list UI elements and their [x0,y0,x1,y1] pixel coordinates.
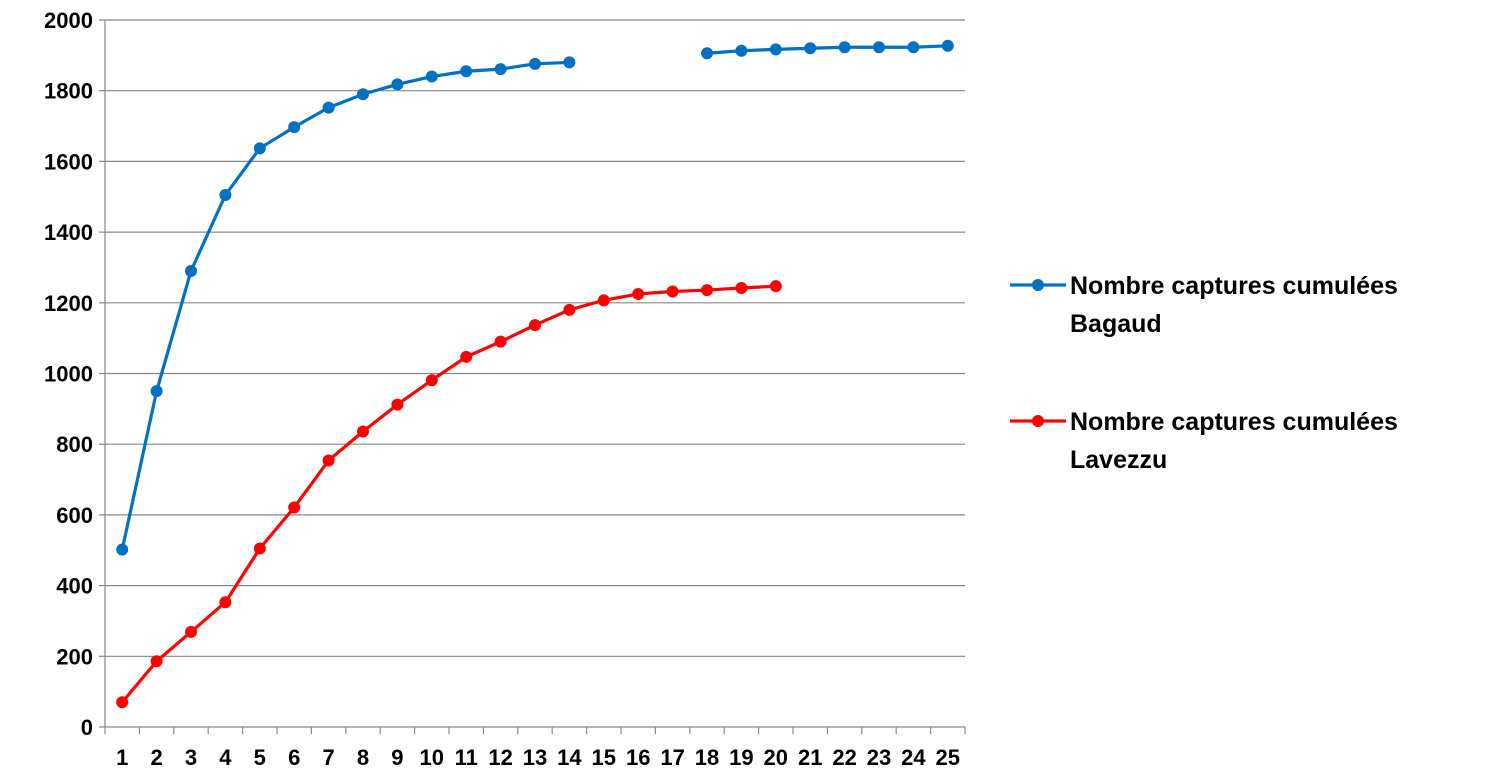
data-point [769,43,782,56]
legend-entry-2: Nombre captures cumulées Lavezzu [1010,408,1398,474]
x-tick-label: 13 [523,745,547,770]
gridlines [105,19,965,657]
x-axis-tick-labels: 1 2 3 4 5 6 7 8 9 10 11 12 13 14 15 16 17 18 19 20 21 22 23 24 2… [116,745,960,770]
x-tick-label: 9 [391,745,403,770]
y-tick-label: 800 [56,432,93,457]
x-tick-label: 2 [150,745,162,770]
legend-label: Nombre captures cumulées [1070,408,1398,436]
data-point [116,696,129,709]
x-tick-label: 10 [420,745,444,770]
data-point [425,374,438,387]
x-tick-label: 18 [695,745,719,770]
x-tick-label: 23 [867,745,891,770]
data-point [219,188,232,201]
data-point [769,280,782,293]
data-point [597,294,610,307]
y-tick-label: 1800 [44,79,93,104]
x-tick-label: 7 [322,745,334,770]
y-tick-label: 200 [56,644,93,669]
x-tick-label: 20 [764,745,788,770]
data-point [253,542,266,555]
data-point [838,41,851,54]
data-point [185,264,197,277]
y-tick-label: 400 [56,574,93,599]
series-line-segment [120,60,570,550]
legend-label: Lavezzu [1070,446,1167,474]
data-point [425,70,438,83]
x-tick-label: 21 [798,745,822,770]
y-tick-label: 600 [56,503,93,528]
data-point [185,625,197,638]
axes [99,19,966,734]
data-point [253,142,266,155]
y-tick-label: 0 [81,715,93,740]
x-tick-label: 5 [254,745,266,770]
x-tick-label: 3 [185,745,197,770]
x-tick-label: 16 [626,745,650,770]
data-point [701,47,713,60]
x-tick-label: 1 [116,745,128,770]
x-tick-label: 8 [357,745,369,770]
data-point [288,121,301,134]
x-tick-label: 25 [936,745,960,770]
data-point [150,385,163,398]
legend-label: Nombre captures cumulées [1070,272,1398,300]
data-point [563,303,576,316]
data-point [391,78,404,91]
y-tick-label: 2000 [44,8,93,33]
y-tick-label: 1000 [44,362,93,387]
data-point [391,398,404,411]
x-tick-label: 4 [219,745,232,770]
y-axis-tick-labels: 0 200 400 600 800 1000 1200 1400 1600 1800 2000 [44,8,93,740]
data-point [357,425,369,438]
data-point [941,39,954,52]
y-tick-label: 1600 [44,149,93,174]
y-tick-label: 1200 [44,291,93,316]
series-2 [116,280,782,709]
data-point [322,101,335,114]
series-1 [116,39,954,556]
x-tick-label: 19 [729,745,753,770]
x-tick-label: 11 [455,745,478,770]
y-tick-label: 1400 [44,220,93,245]
data-point [632,287,645,300]
data-point [494,335,507,348]
data-point [460,350,473,363]
x-tick-label: 14 [557,745,582,770]
data-point [357,88,369,101]
x-tick-label: 12 [488,745,512,770]
x-tick-label: 17 [660,745,684,770]
data-point [804,42,817,55]
legend-marker [1032,415,1044,427]
data-point [735,44,748,57]
legend-label: Bagaud [1070,310,1162,338]
x-tick-label: 15 [592,745,616,770]
legend-marker [1032,279,1044,291]
data-point [529,319,541,332]
x-tick-label: 24 [901,745,926,770]
data-point [873,41,885,54]
data-point [735,281,748,294]
data-point [666,285,679,298]
data-point [322,454,335,467]
legend-entry-1: Nombre captures cumulées Bagaud [1010,272,1398,338]
data-point [529,57,541,70]
data-series [116,39,954,709]
data-point [563,56,576,69]
data-point [701,284,713,297]
data-point [494,63,507,76]
data-point [116,543,129,556]
data-point [150,655,163,668]
data-point [907,41,920,54]
x-tick-label: 6 [288,745,300,770]
data-point [460,65,473,78]
data-point [288,501,301,514]
x-tick-label: 22 [832,745,856,770]
series-line-segment [120,284,776,704]
data-point [219,596,232,609]
